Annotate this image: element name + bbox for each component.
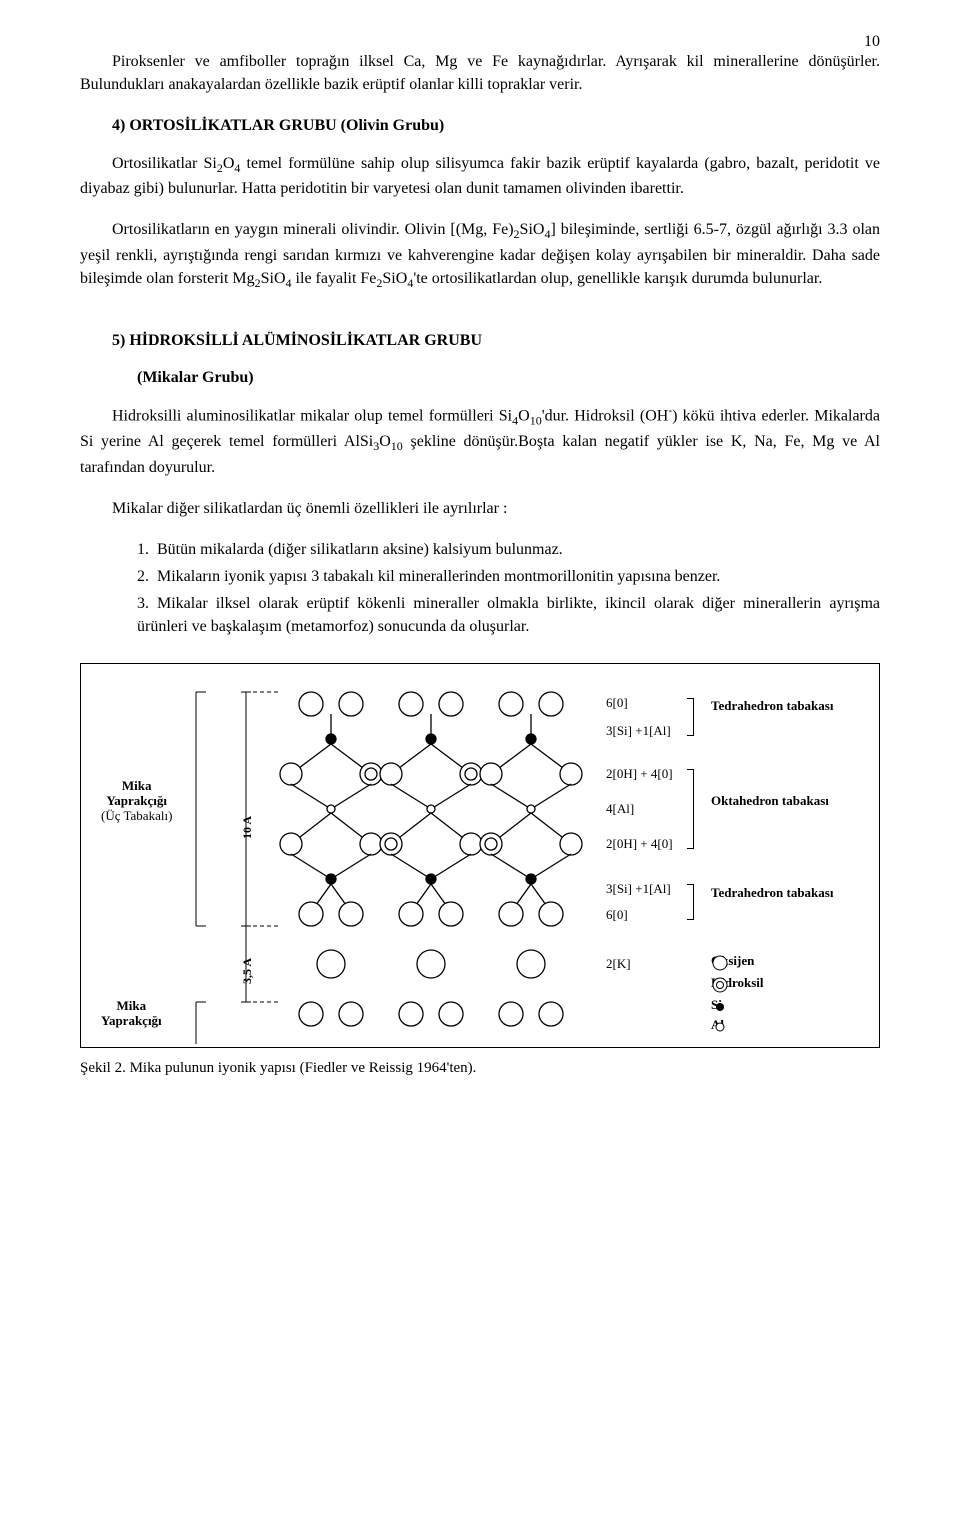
row-label: 6[0] xyxy=(606,908,628,923)
layer-label: Tedrahedron tabakası xyxy=(711,699,833,714)
layer-label: Oktahedron tabakası xyxy=(711,794,829,809)
list-item: 1.Bütün mikalarda (diğer silikatların ak… xyxy=(137,538,880,561)
txt: SiO xyxy=(382,270,407,287)
legend-al: Al xyxy=(711,1018,724,1033)
para-1: Piroksenler ve amfiboller toprağın ilkse… xyxy=(80,50,880,96)
legend-si: Si xyxy=(711,998,722,1013)
txt: Ortosilikatların en yaygın minerali oliv… xyxy=(112,221,514,238)
row-label: 2[K] xyxy=(606,957,631,972)
para-3: Ortosilikatların en yaygın minerali oliv… xyxy=(80,218,880,292)
heading-4: 4) ORTOSİLİKATLAR GRUBU (Olivin Grubu) xyxy=(80,114,880,137)
mica-structure-diagram: Mika Yaprakçığı (Üç Tabakalı) Mika Yapra… xyxy=(80,663,880,1048)
axis-10a: 10 A xyxy=(239,816,256,839)
row-label: 6[0] xyxy=(606,696,628,711)
txt: SiO xyxy=(520,221,545,238)
txt: Mikalar ilksel olarak erüptif kökenli mi… xyxy=(137,595,880,635)
row-label: 3[Si] +1[Al] xyxy=(606,882,671,897)
txt: 'dur. Hidroksil (OH xyxy=(542,407,669,424)
heading-5b: (Mikalar Grubu) xyxy=(137,366,880,389)
list-item: 2.Mikaların iyonik yapısı 3 tabakalı kil… xyxy=(137,565,880,588)
para-5: Mikalar diğer silikatlardan üç önemli öz… xyxy=(80,497,880,520)
page-number: 10 xyxy=(864,30,880,53)
row-label: 4[Al] xyxy=(606,802,634,817)
para-2: Ortosilikatlar Si2O4 temel formülüne sah… xyxy=(80,152,880,201)
left-lbl-1: Mika Yaprakçığı (Üç Tabakalı) xyxy=(101,779,172,824)
row-label: 3[Si] +1[Al] xyxy=(606,724,671,739)
txt: O xyxy=(518,407,530,424)
row-label: 2[0H] + 4[0] xyxy=(606,837,673,852)
txt: O xyxy=(223,155,235,172)
axis-35a: 3,5 A xyxy=(239,958,256,984)
figure-caption: Şekil 2. Mika pulunun iyonik yapısı (Fie… xyxy=(80,1058,880,1080)
txt: SiO xyxy=(261,270,286,287)
txt: Mikaların iyonik yapısı 3 tabakalı kil m… xyxy=(157,568,720,585)
left-lbl-2: Mika Yaprakçığı xyxy=(101,999,162,1029)
para-4: Hidroksilli aluminosilikatlar mikalar ol… xyxy=(80,403,880,479)
txt: Bütün mikalarda (diğer silikatların aksi… xyxy=(157,541,563,558)
txt: 'te ortosilikatlardan olup, genellikle k… xyxy=(413,270,822,287)
row-label: 2[0H] + 4[0] xyxy=(606,767,673,782)
txt: O xyxy=(379,433,391,450)
txt: ile fayalit Fe xyxy=(292,270,377,287)
legend-o: Oksijen xyxy=(711,954,754,969)
heading-5a: 5) HİDROKSİLLİ ALÜMİNOSİLİKATLAR GRUBU xyxy=(80,329,880,352)
legend-h: Hidroksil xyxy=(711,976,764,991)
txt: Ortosilikatlar Si xyxy=(112,155,217,172)
txt: Hidroksilli aluminosilikatlar mikalar ol… xyxy=(112,407,512,424)
layer-label: Tedrahedron tabakası xyxy=(711,886,833,901)
ordered-list: 1.Bütün mikalarda (diğer silikatların ak… xyxy=(137,538,880,639)
list-item: 3.Mikalar ilksel olarak erüptif kökenli … xyxy=(137,592,880,638)
